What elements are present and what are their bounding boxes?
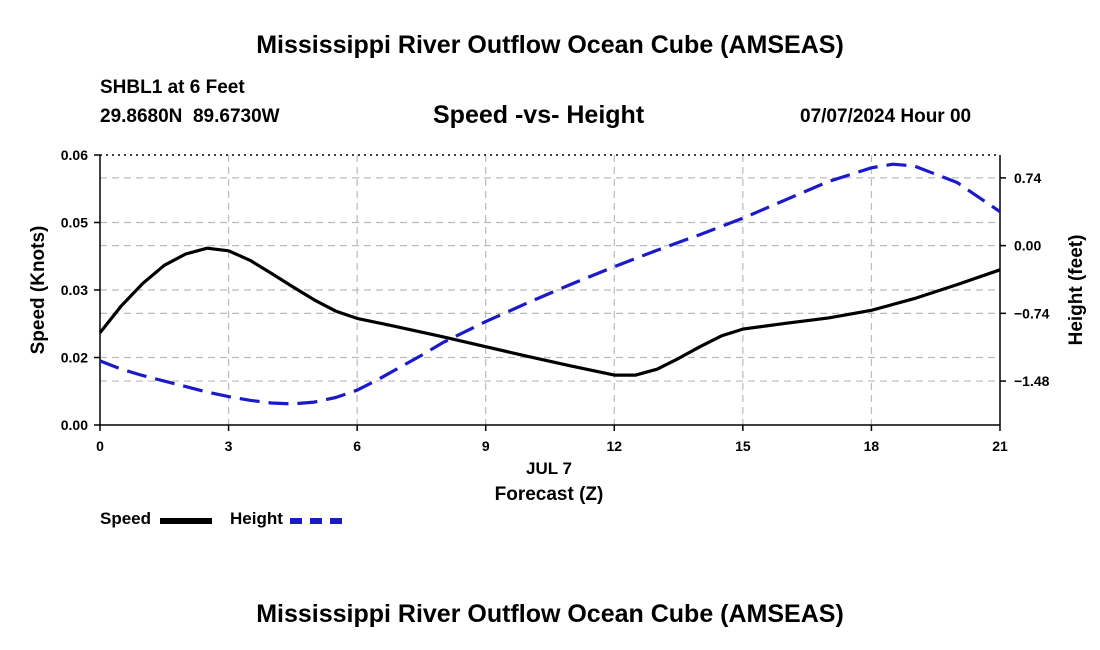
legend-height-swatch	[290, 518, 342, 524]
station-coordinates: 29.8680N 89.6730W	[100, 106, 280, 127]
y-right-tick-label: 0.00	[1014, 238, 1041, 254]
x-tick-label: 0	[96, 438, 104, 454]
y-left-axis-title: Speed (Knots)	[28, 226, 49, 355]
series-group	[98, 162, 1001, 406]
x-tick-label: 15	[735, 438, 751, 454]
x-tick-label: 18	[864, 438, 880, 454]
speed-height-chart: 0 3 6 9 12 15 18 21 0.00 0.02 0.03 0.05 0.06 0.74 0.00…	[28, 147, 1087, 505]
grid-lines	[100, 155, 1000, 425]
y-right-axis-title: Height (feet)	[1066, 235, 1087, 346]
forecast-datetime: 07/07/2024 Hour 00	[800, 106, 972, 127]
x-axis-date-label: JUL 7	[526, 459, 572, 478]
chart-subtitle: Speed -vs- Height	[433, 101, 645, 129]
y-left-tick-label: 0.03	[61, 282, 88, 298]
y-left-tick-label: 0.02	[61, 350, 88, 366]
legend-speed-label: Speed	[100, 509, 152, 528]
plot-frame	[99, 154, 1001, 426]
y-left-tick-label: 0.05	[61, 215, 88, 231]
y-left-tick-label: 0.00	[61, 417, 88, 433]
x-tick-label: 12	[606, 438, 622, 454]
x-tick-label: 6	[353, 438, 361, 454]
chart-title: Mississippi River Outflow Ocean Cube (AM…	[256, 31, 844, 59]
series-speed-line	[98, 246, 1001, 377]
legend-height-label: Height	[230, 509, 283, 528]
x-tick-label: 3	[225, 438, 233, 454]
x-tick-label: 9	[482, 438, 490, 454]
y-right-tick-label: −1.48	[1014, 373, 1050, 389]
series-height-line	[99, 162, 1001, 406]
y-right-tick-label: −0.74	[1014, 305, 1050, 321]
x-axis-title: Forecast (Z)	[495, 484, 604, 505]
chart-title-repeat: Mississippi River Outflow Ocean Cube (AM…	[256, 600, 844, 628]
y-left-tick-label: 0.06	[61, 147, 88, 163]
y-right-tick-label: 0.74	[1014, 170, 1041, 186]
x-tick-label: 21	[992, 438, 1008, 454]
legend-speed-swatch	[160, 518, 212, 524]
station-label: SHBL1 at 6 Feet	[100, 77, 245, 98]
axis-labels: 0 3 6 9 12 15 18 21 0.00 0.02 0.03 0.05 0.06 0.74 0.00…	[28, 147, 1087, 505]
